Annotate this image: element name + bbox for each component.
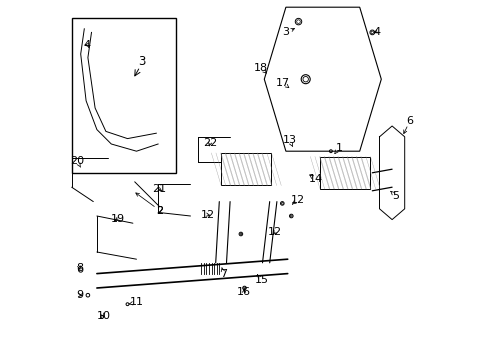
Text: 17: 17 [275,78,289,88]
Text: 10: 10 [96,311,110,321]
Text: 3: 3 [138,55,145,68]
Text: 20: 20 [70,156,84,166]
Text: 19: 19 [110,214,124,224]
Bar [72,18,176,173]
Text: 14: 14 [308,174,322,184]
Text: 12: 12 [200,210,214,220]
Text: 15: 15 [254,275,268,285]
Text: 13: 13 [282,135,296,145]
Bar [221,153,271,185]
Text: 2: 2 [156,206,163,216]
Text: 16: 16 [237,287,251,297]
Bar [320,157,370,189]
Text: 4: 4 [373,27,380,37]
Text: 5: 5 [392,191,399,201]
Text: 8: 8 [76,263,83,273]
Text: 4: 4 [83,40,90,50]
Text: 3: 3 [282,27,289,37]
Text: 6: 6 [406,116,413,126]
Text: 21: 21 [151,184,165,194]
Text: 7: 7 [220,269,227,279]
Text: 18: 18 [253,63,267,73]
Text: 11: 11 [129,297,143,307]
Polygon shape [264,7,381,151]
Text: 2: 2 [156,206,163,216]
Text: 22: 22 [203,138,217,148]
Text: 1: 1 [335,143,342,153]
Text: 12: 12 [267,227,282,237]
Text: 9: 9 [76,290,83,300]
Text: 12: 12 [290,195,304,205]
